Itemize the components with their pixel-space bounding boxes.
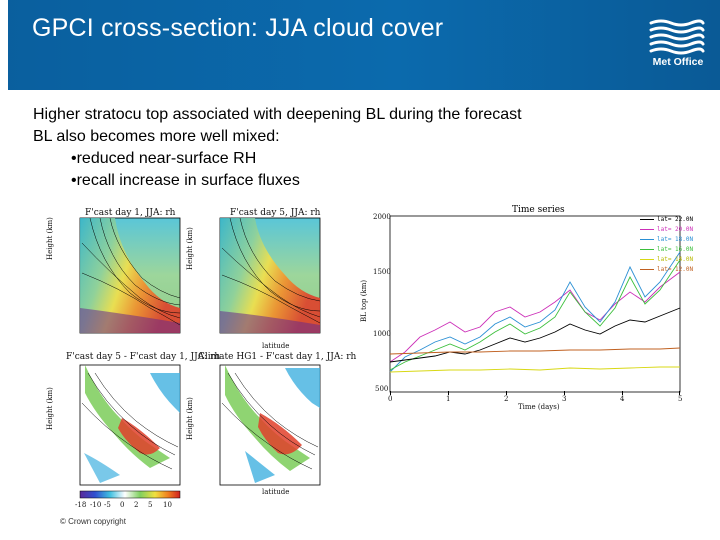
- panel-4-ylabel: Height (km): [186, 397, 194, 440]
- header-bar: GPCI cross-section: JJA cloud cover Met …: [0, 0, 720, 90]
- colorbar-tick-1: -10: [90, 501, 102, 509]
- legend-item: lat= 22.0N: [640, 215, 693, 225]
- header-strip: [0, 0, 8, 90]
- bullet-line-3: •reduced near-surface RH: [71, 150, 257, 167]
- panel-4-xlabel: latitude: [262, 488, 290, 496]
- met-office-logo-icon: [649, 19, 705, 55]
- ts-xtick-3: 3: [562, 395, 567, 403]
- panel-1-ylabel: Height (km): [46, 217, 54, 260]
- legend-item: lat= 18.0N: [640, 235, 693, 245]
- panel-2-ylabel: Height (km): [186, 227, 194, 270]
- ts-xtick-2: 2: [504, 395, 509, 403]
- timeseries-title: Time series: [512, 205, 565, 215]
- panel-1-plot: [79, 217, 181, 334]
- legend-item: lat= 16.0N: [640, 245, 693, 255]
- legend-item: lat= 14.0N: [640, 255, 693, 265]
- legend-item: lat= 12.0N: [640, 265, 693, 275]
- bullet-line-4: •recall increase in surface fluxes: [71, 172, 300, 189]
- ts-xtick-4: 4: [620, 395, 625, 403]
- colorbar: [79, 490, 181, 499]
- timeseries-plot: [389, 215, 681, 395]
- ts-ytick-1: 1500: [373, 268, 391, 276]
- ts-ylabel: BL top (km): [360, 279, 368, 322]
- panel-2-title: F'cast day 5, JJA: rh: [230, 208, 321, 218]
- panel-4-plot: [219, 364, 321, 486]
- ts-xtick-5: 5: [678, 395, 683, 403]
- colorbar-tick-4: 2: [134, 501, 139, 509]
- panel-3-plot: [79, 364, 181, 486]
- colorbar-tick-0: -18: [75, 501, 87, 509]
- colorbar-tick-2: -5: [104, 501, 111, 509]
- colorbar-tick-6: 10: [163, 501, 172, 509]
- slide-title: GPCI cross-section: JJA cloud cover: [32, 14, 444, 42]
- timeseries-legend: lat= 22.0N lat= 20.0N lat= 18.0N lat= 16…: [640, 215, 693, 275]
- legend-item: lat= 20.0N: [640, 225, 693, 235]
- slide-body: Higher stratocu top associated with deep…: [33, 104, 522, 192]
- panel-2-xlabel: latitude: [262, 342, 290, 350]
- colorbar-tick-5: 5: [148, 501, 153, 509]
- colorbar-tick-3: 0: [120, 501, 125, 509]
- bullet-line-2: BL also becomes more well mixed:: [33, 128, 280, 145]
- ts-ytick-2: 1000: [373, 330, 391, 338]
- ts-xlabel: Time (days): [518, 403, 560, 411]
- ts-ytick-0: 2000: [373, 213, 391, 221]
- panel-4-title: Climate HG1 - F'cast day 1, JJA: rh: [198, 352, 357, 362]
- bullet-line-1: Higher stratocu top associated with deep…: [33, 106, 522, 123]
- logo-text: Met Office: [652, 56, 704, 68]
- cross-section-panels: [79, 217, 321, 499]
- ts-xtick-0: 0: [388, 395, 393, 403]
- panel-3-ylabel: Height (km): [46, 387, 54, 430]
- panel-1-title: F'cast day 1, JJA: rh: [85, 208, 176, 218]
- copyright-text: © Crown copyright: [60, 517, 126, 526]
- ts-xtick-1: 1: [446, 395, 451, 403]
- ts-ytick-3: 500: [375, 385, 389, 393]
- panel-3-title: F'cast day 5 - F'cast day 1, JJA: rh: [66, 352, 221, 362]
- panel-2-plot: [219, 217, 321, 334]
